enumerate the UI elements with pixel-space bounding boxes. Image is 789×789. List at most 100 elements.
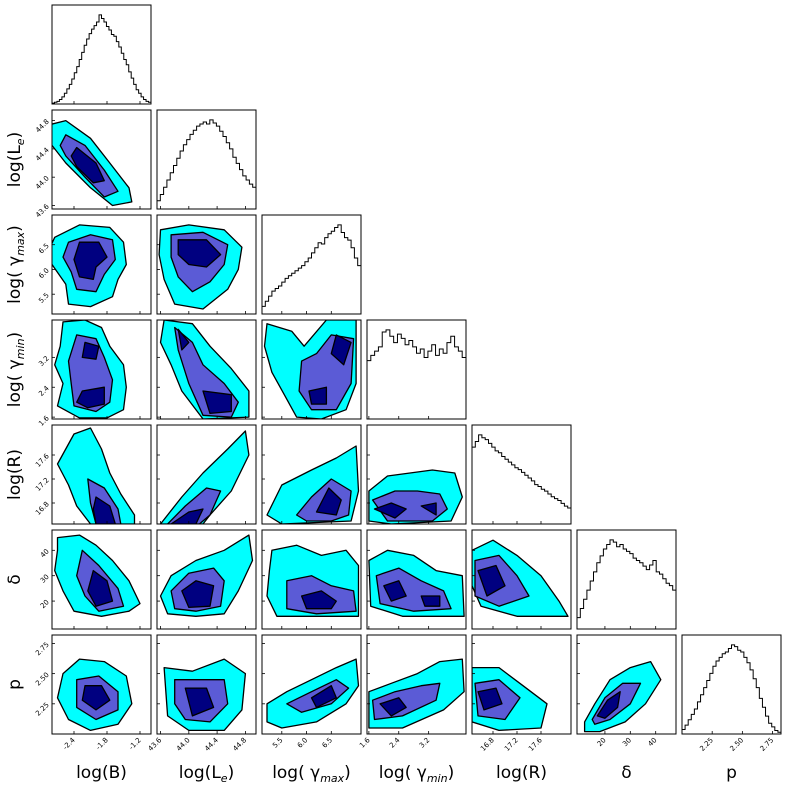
x-tick-label-: 40 <box>647 736 659 748</box>
y-tick-label-p: 2.50 <box>34 671 51 688</box>
y-tick-label-: 20 <box>39 598 51 610</box>
y-axis-label-p: p <box>5 679 25 690</box>
y-tick-label-log-l-e: 44.0 <box>34 174 51 191</box>
y-tick-label-log-l-e: 43.6 <box>34 202 51 219</box>
panel-frame <box>51 634 152 735</box>
x-tick-label-log-r: 17.2 <box>503 736 520 753</box>
panel-frame <box>51 214 152 315</box>
x-tick-label-log-b: -2.4 <box>62 736 78 752</box>
panel-frame <box>156 529 257 630</box>
contour-level-1 <box>159 430 250 524</box>
y-axis-label-: δ <box>5 574 25 584</box>
y-axis-label-log-max: log( γmax) <box>5 225 27 304</box>
contour-panel-log-max-vs-log-l-e <box>158 224 243 310</box>
histogram-log-min <box>366 329 467 419</box>
panel-frame <box>51 424 152 525</box>
contour-panel--vs-log-b <box>54 534 141 617</box>
x-axis-label-log-b: log(B) <box>76 763 127 783</box>
x-tick-label-log-r: 16.8 <box>479 736 496 753</box>
panel-frame <box>51 109 152 210</box>
y-tick-label-log-r: 17.2 <box>34 476 51 493</box>
contour-panel-log-min-vs-log-max <box>263 320 357 419</box>
histogram- <box>576 539 677 629</box>
y-tick-label-log-max: 6.0 <box>37 267 51 281</box>
contour-panel-log-max-vs-log-b <box>52 224 127 308</box>
contour-panel-log-r-vs-log-l-e <box>159 430 250 524</box>
y-axis-label-log-min: log( γmin) <box>5 332 27 407</box>
contour-panel-log-r-vs-log-max <box>266 445 360 524</box>
contour-level-3 <box>379 697 407 717</box>
y-tick-label-log-min: 2.4 <box>37 384 51 398</box>
contour-panel-log-l-e-vs-log-b <box>52 119 133 207</box>
x-tick-label-log-r: 17.6 <box>527 736 544 753</box>
panel-frame <box>156 109 257 210</box>
panel-frame <box>261 529 362 630</box>
contour-level-3 <box>420 595 441 607</box>
panel-frame <box>681 634 782 735</box>
panel-frame <box>366 634 467 735</box>
x-tick-label-log-b: -1.2 <box>128 736 143 751</box>
y-tick-label-log-min: 3.2 <box>37 355 51 369</box>
contour-level-3 <box>477 564 506 597</box>
contour-level-3 <box>170 508 204 524</box>
panel-frame <box>51 4 152 105</box>
histogram-log-b <box>51 14 152 104</box>
contour-panel-p-vs-log-min <box>368 658 465 729</box>
contour-panel-p-vs-log-r <box>472 666 548 732</box>
x-tick-label-log-max: 6.5 <box>321 736 335 750</box>
histogram-log-l-e <box>156 119 257 209</box>
panel-frame <box>366 529 467 630</box>
contour-level-3 <box>73 241 108 281</box>
x-tick-label-p: 2.25 <box>698 736 715 753</box>
contour-level-3 <box>315 487 342 516</box>
panel-frame <box>156 214 257 315</box>
y-tick-label-log-max: 6.5 <box>37 242 51 256</box>
y-tick-label-log-l-e: 44.8 <box>34 118 51 135</box>
x-tick-label-log-max: 6.0 <box>296 736 310 750</box>
x-axis-label-: δ <box>621 763 631 783</box>
y-tick-label-log-r: 17.6 <box>34 452 51 469</box>
contour-panel-log-min-vs-log-b <box>54 320 127 419</box>
panel-frame <box>261 214 362 315</box>
panel-frame <box>51 529 152 630</box>
y-tick-label-p: 2.25 <box>34 701 51 718</box>
panel-frame <box>576 634 677 735</box>
contour-panel-p-vs-log-l-e <box>163 658 247 732</box>
contour-panel-p-vs-log-b <box>56 658 133 732</box>
x-tick-label-log-min: 2.4 <box>388 736 402 750</box>
contour-level-3 <box>477 687 503 711</box>
x-axis-label-log-l-e: log(Le) <box>179 763 234 785</box>
panel-frame <box>156 424 257 525</box>
histogram-log-max <box>261 224 362 314</box>
contour-panel--vs-log-min <box>368 549 465 617</box>
x-tick-label-: 20 <box>596 736 608 748</box>
panel-frame <box>156 634 257 735</box>
contour-level-3 <box>184 687 215 717</box>
panel-frame <box>471 529 572 630</box>
contour-level-3 <box>177 328 190 351</box>
contour-level-3 <box>310 685 337 709</box>
y-tick-label-log-r: 16.8 <box>34 500 51 517</box>
contour-level-2 <box>166 487 222 524</box>
x-tick-label-log-l-e: 44.4 <box>203 736 220 753</box>
x-tick-label-p: 2.75 <box>759 736 776 753</box>
contour-panel-log-r-vs-log-min <box>368 469 463 524</box>
x-axis-label-log-max: log( γmax) <box>272 763 351 785</box>
y-tick-label-log-min: 1.6 <box>37 414 51 428</box>
contour-panel-log-min-vs-log-l-e <box>159 320 250 419</box>
contour-level-3 <box>92 496 116 524</box>
panel-frame <box>156 319 257 420</box>
x-tick-label-log-b: -1.8 <box>95 736 110 751</box>
contour-panel-p-vs-log-max <box>266 658 360 729</box>
contour-panel-p-vs- <box>583 660 662 733</box>
x-tick-label-p: 2.50 <box>729 736 746 753</box>
y-tick-label-p: 2.75 <box>34 641 51 658</box>
contour-level-3 <box>373 502 407 519</box>
contour-level-3 <box>420 502 437 516</box>
contour-level-3 <box>81 341 100 360</box>
y-axis-label-log-l-e: log(Le) <box>5 132 27 187</box>
contour-level-3 <box>202 390 232 415</box>
panel-frame <box>366 319 467 420</box>
contour-panel-log-r-vs-log-b <box>56 427 136 524</box>
